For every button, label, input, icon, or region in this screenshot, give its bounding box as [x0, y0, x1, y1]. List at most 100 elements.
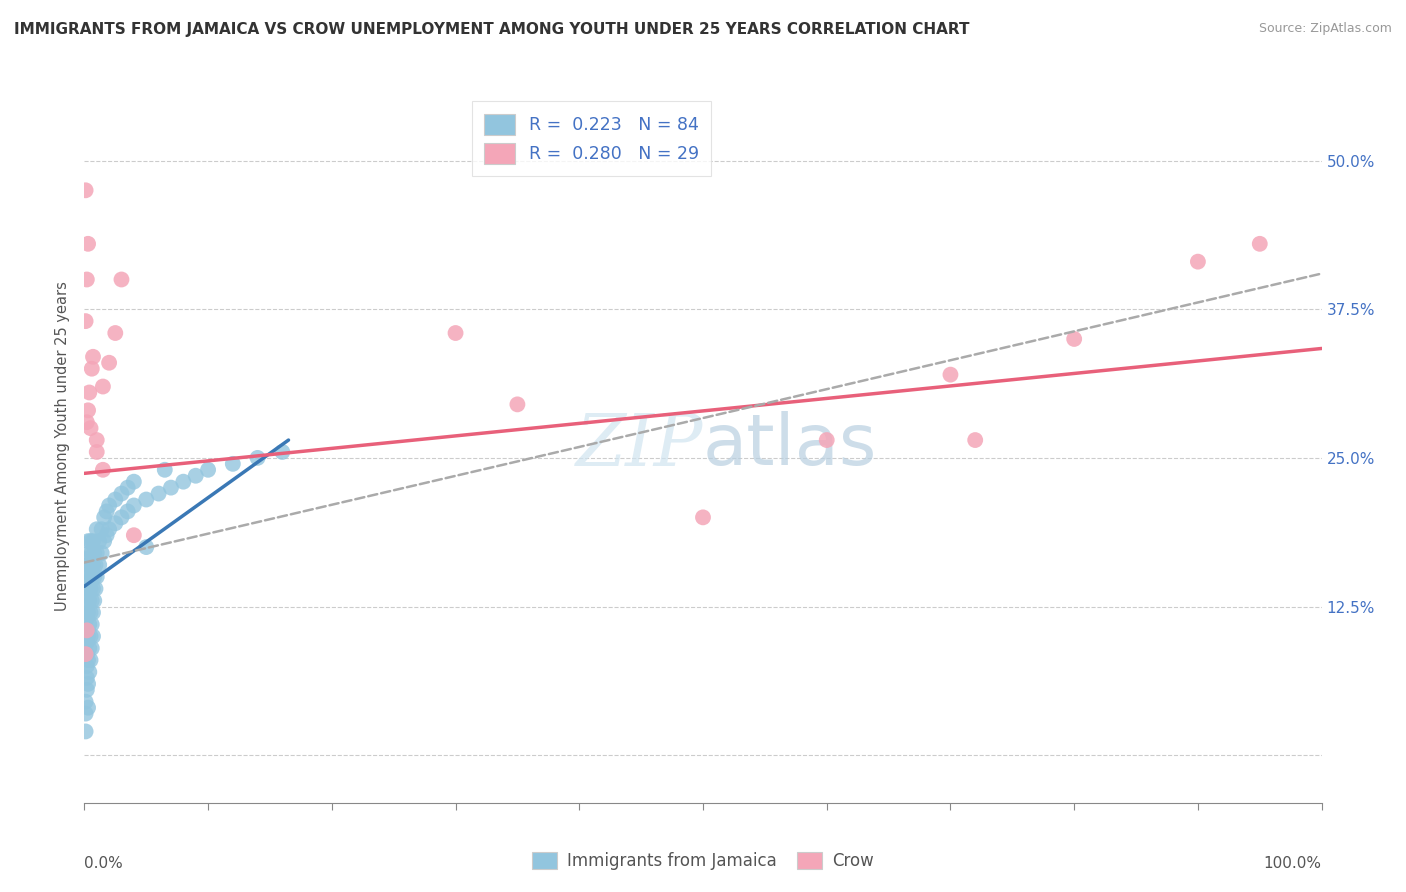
- Text: IMMIGRANTS FROM JAMAICA VS CROW UNEMPLOYMENT AMONG YOUTH UNDER 25 YEARS CORRELAT: IMMIGRANTS FROM JAMAICA VS CROW UNEMPLOY…: [14, 22, 970, 37]
- Point: [98, 499, 121, 513]
- Point: [79, 593, 101, 607]
- Point: [135, 540, 157, 554]
- Point: [75, 314, 97, 328]
- Point: [148, 486, 170, 500]
- Point: [86, 570, 108, 584]
- Point: [110, 272, 132, 286]
- Point: [77, 606, 100, 620]
- Point: [79, 421, 101, 435]
- Point: [79, 558, 101, 572]
- Point: [77, 558, 100, 572]
- Point: [80, 570, 103, 584]
- Point: [77, 629, 100, 643]
- Point: [76, 415, 98, 429]
- Point: [83, 570, 105, 584]
- Point: [79, 534, 101, 549]
- Point: [76, 599, 98, 614]
- Text: ZIP: ZIP: [575, 410, 703, 482]
- Point: [79, 653, 101, 667]
- Point: [76, 272, 98, 286]
- Text: Source: ZipAtlas.com: Source: ZipAtlas.com: [1258, 22, 1392, 36]
- Point: [76, 659, 98, 673]
- Point: [91, 463, 114, 477]
- Point: [96, 528, 118, 542]
- Point: [815, 433, 838, 447]
- Point: [117, 481, 139, 495]
- Point: [76, 671, 98, 685]
- Point: [122, 528, 145, 542]
- Point: [84, 582, 107, 596]
- Point: [76, 611, 98, 625]
- Point: [80, 546, 103, 560]
- Point: [89, 558, 111, 572]
- Point: [122, 499, 145, 513]
- Point: [197, 463, 219, 477]
- Point: [82, 582, 104, 596]
- Point: [104, 492, 127, 507]
- Point: [76, 635, 98, 649]
- Point: [75, 724, 97, 739]
- Point: [79, 606, 101, 620]
- Point: [1063, 332, 1085, 346]
- Point: [79, 546, 101, 560]
- Point: [76, 564, 98, 578]
- Point: [80, 617, 103, 632]
- Point: [172, 475, 194, 489]
- Point: [104, 516, 127, 531]
- Point: [76, 552, 98, 566]
- Point: [692, 510, 714, 524]
- Point: [76, 682, 98, 697]
- Point: [91, 379, 114, 393]
- Point: [82, 606, 104, 620]
- Point: [84, 558, 107, 572]
- Legend: Immigrants from Jamaica, Crow: Immigrants from Jamaica, Crow: [526, 845, 880, 877]
- Point: [965, 433, 987, 447]
- Point: [506, 397, 529, 411]
- Y-axis label: Unemployment Among Youth under 25 years: Unemployment Among Youth under 25 years: [55, 281, 70, 611]
- Point: [75, 647, 97, 661]
- Point: [79, 570, 101, 584]
- Text: 0.0%: 0.0%: [84, 856, 124, 871]
- Point: [75, 695, 97, 709]
- Text: atlas: atlas: [703, 411, 877, 481]
- Point: [80, 593, 103, 607]
- Point: [939, 368, 962, 382]
- Point: [77, 677, 100, 691]
- Point: [153, 463, 176, 477]
- Point: [98, 356, 121, 370]
- Point: [86, 522, 108, 536]
- Point: [77, 653, 100, 667]
- Point: [90, 522, 112, 536]
- Point: [79, 617, 101, 632]
- Point: [110, 486, 132, 500]
- Point: [77, 582, 100, 596]
- Point: [83, 546, 105, 560]
- Text: 100.0%: 100.0%: [1264, 856, 1322, 871]
- Point: [160, 481, 183, 495]
- Point: [75, 706, 97, 721]
- Point: [86, 445, 108, 459]
- Point: [1249, 236, 1271, 251]
- Point: [98, 522, 121, 536]
- Point: [246, 450, 269, 465]
- Point: [117, 504, 139, 518]
- Point: [80, 641, 103, 656]
- Point: [76, 624, 98, 638]
- Point: [89, 534, 111, 549]
- Point: [76, 588, 98, 602]
- Point: [79, 665, 101, 679]
- Point: [93, 510, 115, 524]
- Point: [75, 183, 97, 197]
- Point: [76, 647, 98, 661]
- Point: [86, 546, 108, 560]
- Point: [79, 385, 101, 400]
- Point: [1187, 254, 1209, 268]
- Point: [86, 433, 108, 447]
- Point: [82, 629, 104, 643]
- Point: [77, 534, 100, 549]
- Point: [184, 468, 207, 483]
- Point: [77, 700, 100, 714]
- Point: [79, 629, 101, 643]
- Point: [76, 624, 98, 638]
- Point: [122, 475, 145, 489]
